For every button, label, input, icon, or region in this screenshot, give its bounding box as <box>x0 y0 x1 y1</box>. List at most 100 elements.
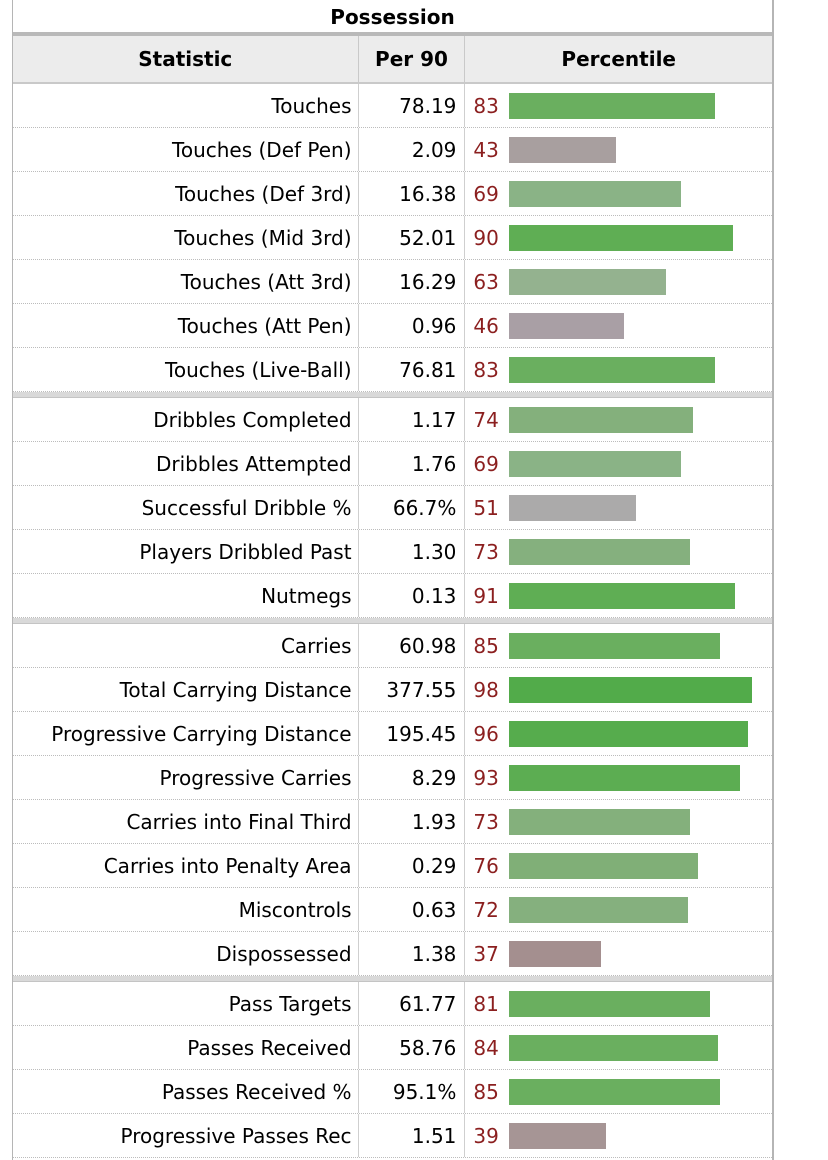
percentile-value: 74 <box>473 407 499 432</box>
table-row: Touches (Live-Ball) 76.81 83 <box>13 348 772 392</box>
per90-value: 0.13 <box>359 574 466 617</box>
stat-name: Touches (Att Pen) <box>13 304 359 347</box>
stat-name: Total Carrying Distance <box>13 668 359 711</box>
percentile-bar <box>509 632 721 659</box>
stat-name: Dispossessed <box>13 932 359 975</box>
percentile-bar-track <box>509 312 757 339</box>
percentile-bar <box>509 896 688 923</box>
per90-value: 0.63 <box>359 888 466 931</box>
percentile-bar <box>509 990 711 1017</box>
per90-value: 60.98 <box>359 624 466 667</box>
percentile-bar-track <box>509 940 757 967</box>
percentile-bar <box>509 450 681 477</box>
percentile-cell: 83 <box>465 84 772 127</box>
per90-value: 1.51 <box>359 1114 466 1157</box>
stat-name: Touches <box>13 84 359 127</box>
percentile-bar-track <box>509 632 757 659</box>
per90-value: 16.38 <box>359 172 466 215</box>
percentile-bar-track <box>509 136 757 163</box>
percentile-bar-track <box>509 450 757 477</box>
percentile-cell: 90 <box>465 216 772 259</box>
per90-value: 2.09 <box>359 128 466 171</box>
percentile-bar-track <box>509 764 757 791</box>
percentile-bar <box>509 582 736 609</box>
table-row: Carries into Penalty Area 0.29 76 <box>13 844 772 888</box>
percentile-cell: 51 <box>465 486 772 529</box>
table-row: Passes Received 58.76 84 <box>13 1026 772 1070</box>
percentile-value: 63 <box>473 269 499 294</box>
stat-name: Passes Received <box>13 1026 359 1069</box>
percentile-cell: 43 <box>465 128 772 171</box>
table-row: Touches (Def Pen) 2.09 43 <box>13 128 772 172</box>
percentile-value: 37 <box>473 941 499 966</box>
percentile-cell: 74 <box>465 398 772 441</box>
stat-name: Touches (Mid 3rd) <box>13 216 359 259</box>
percentile-bar <box>509 764 740 791</box>
per90-value: 1.17 <box>359 398 466 441</box>
percentile-cell: 96 <box>465 712 772 755</box>
percentile-cell: 72 <box>465 888 772 931</box>
stat-name: Touches (Def 3rd) <box>13 172 359 215</box>
percentile-bar <box>509 1122 607 1149</box>
percentile-value: 51 <box>473 495 499 520</box>
percentile-bar <box>509 136 616 163</box>
stat-name: Progressive Carrying Distance <box>13 712 359 755</box>
percentile-cell: 63 <box>465 260 772 303</box>
possession-table: Possession Statistic Per 90 Percentile T… <box>12 0 774 1160</box>
percentile-cell: 69 <box>465 442 772 485</box>
percentile-bar <box>509 356 716 383</box>
stat-name: Touches (Att 3rd) <box>13 260 359 303</box>
stat-name: Successful Dribble % <box>13 486 359 529</box>
table-body: Touches 78.19 83 Touches (Def Pen) 2.09 43 Tou… <box>13 84 772 1158</box>
percentile-bar-track <box>509 852 757 879</box>
percentile-value: 73 <box>473 539 499 564</box>
percentile-cell: 98 <box>465 668 772 711</box>
table-row: Progressive Carries 8.29 93 <box>13 756 772 800</box>
percentile-bar-track <box>509 896 757 923</box>
percentile-value: 46 <box>473 313 499 338</box>
header-per90[interactable]: Per 90 <box>359 36 466 82</box>
percentile-value: 83 <box>473 93 499 118</box>
per90-value: 61.77 <box>359 982 466 1025</box>
percentile-bar <box>509 1078 721 1105</box>
per90-value: 78.19 <box>359 84 466 127</box>
per90-value: 1.76 <box>359 442 466 485</box>
stat-name: Players Dribbled Past <box>13 530 359 573</box>
table-row: Touches (Att Pen) 0.96 46 <box>13 304 772 348</box>
table-row: Progressive Passes Rec 1.51 39 <box>13 1114 772 1158</box>
percentile-bar <box>509 180 681 207</box>
percentile-bar <box>509 494 636 521</box>
percentile-bar-track <box>509 676 757 703</box>
table-row: Passes Received % 95.1% 85 <box>13 1070 772 1114</box>
header-statistic[interactable]: Statistic <box>13 36 359 82</box>
table-row: Carries 60.98 85 <box>13 624 772 668</box>
stat-name: Miscontrols <box>13 888 359 931</box>
per90-value: 0.29 <box>359 844 466 887</box>
header-percentile[interactable]: Percentile <box>561 47 676 71</box>
percentile-value: 96 <box>473 721 499 746</box>
per90-value: 195.45 <box>359 712 466 755</box>
percentile-bar-track <box>509 1122 757 1149</box>
stat-name: Carries into Final Third <box>13 800 359 843</box>
percentile-bar-track <box>509 1078 757 1105</box>
table-row: Touches (Mid 3rd) 52.01 90 <box>13 216 772 260</box>
percentile-cell: 91 <box>465 574 772 617</box>
per90-value: 377.55 <box>359 668 466 711</box>
percentile-bar <box>509 720 748 747</box>
percentile-bar-track <box>509 268 757 295</box>
percentile-value: 84 <box>473 1035 499 1060</box>
percentile-bar-track <box>509 808 757 835</box>
percentile-value: 43 <box>473 137 499 162</box>
stat-name: Passes Received % <box>13 1070 359 1113</box>
stat-name: Dribbles Completed <box>13 398 359 441</box>
per90-value: 95.1% <box>359 1070 466 1113</box>
percentile-bar <box>509 852 698 879</box>
percentile-bar <box>509 224 733 251</box>
percentile-value: 39 <box>473 1123 499 1148</box>
per90-value: 76.81 <box>359 348 466 391</box>
per90-value: 1.38 <box>359 932 466 975</box>
percentile-bar <box>509 268 666 295</box>
table-row: Dribbles Attempted 1.76 69 <box>13 442 772 486</box>
percentile-value: 76 <box>473 853 499 878</box>
per90-value: 58.76 <box>359 1026 466 1069</box>
